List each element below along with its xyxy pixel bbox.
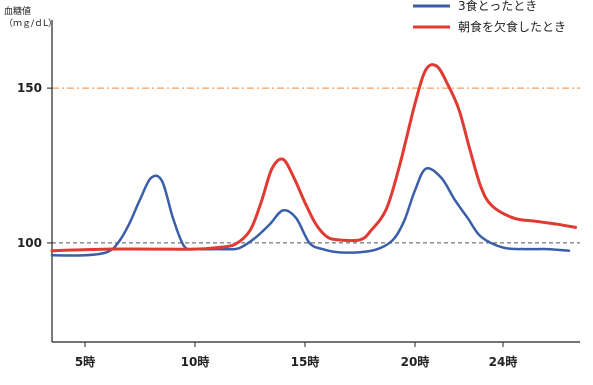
- axes: [51, 20, 580, 343]
- series-line-0: [50, 166, 571, 257]
- y-axis-label-line2: （ｍｇ/ｄL）: [4, 18, 57, 29]
- series-lines: [50, 63, 578, 257]
- x-tick-label-24: 24時: [489, 354, 518, 369]
- legend: 3食とったとき 朝食を欠食したとき: [413, 0, 566, 34]
- y-tick-label-100: 100: [17, 236, 42, 250]
- series-line-1: [50, 63, 578, 253]
- x-tick-label-15: 15時: [291, 354, 320, 369]
- x-tick-label-10: 10時: [181, 354, 210, 369]
- legend-label-skipped-breakfast: 朝食を欠食したとき: [458, 19, 566, 34]
- y-axis-label-line1: 血糖値: [4, 5, 31, 17]
- tick-labels: 100 150 5時 10時 15時 20時 24時: [17, 81, 517, 369]
- x-tick-label-20: 20時: [401, 354, 430, 369]
- legend-label-three-meals: 3食とったとき: [458, 0, 537, 13]
- y-tick-label-150: 150: [17, 81, 42, 95]
- reference-lines: [52, 87, 580, 244]
- x-tick-label-5: 5時: [75, 354, 95, 369]
